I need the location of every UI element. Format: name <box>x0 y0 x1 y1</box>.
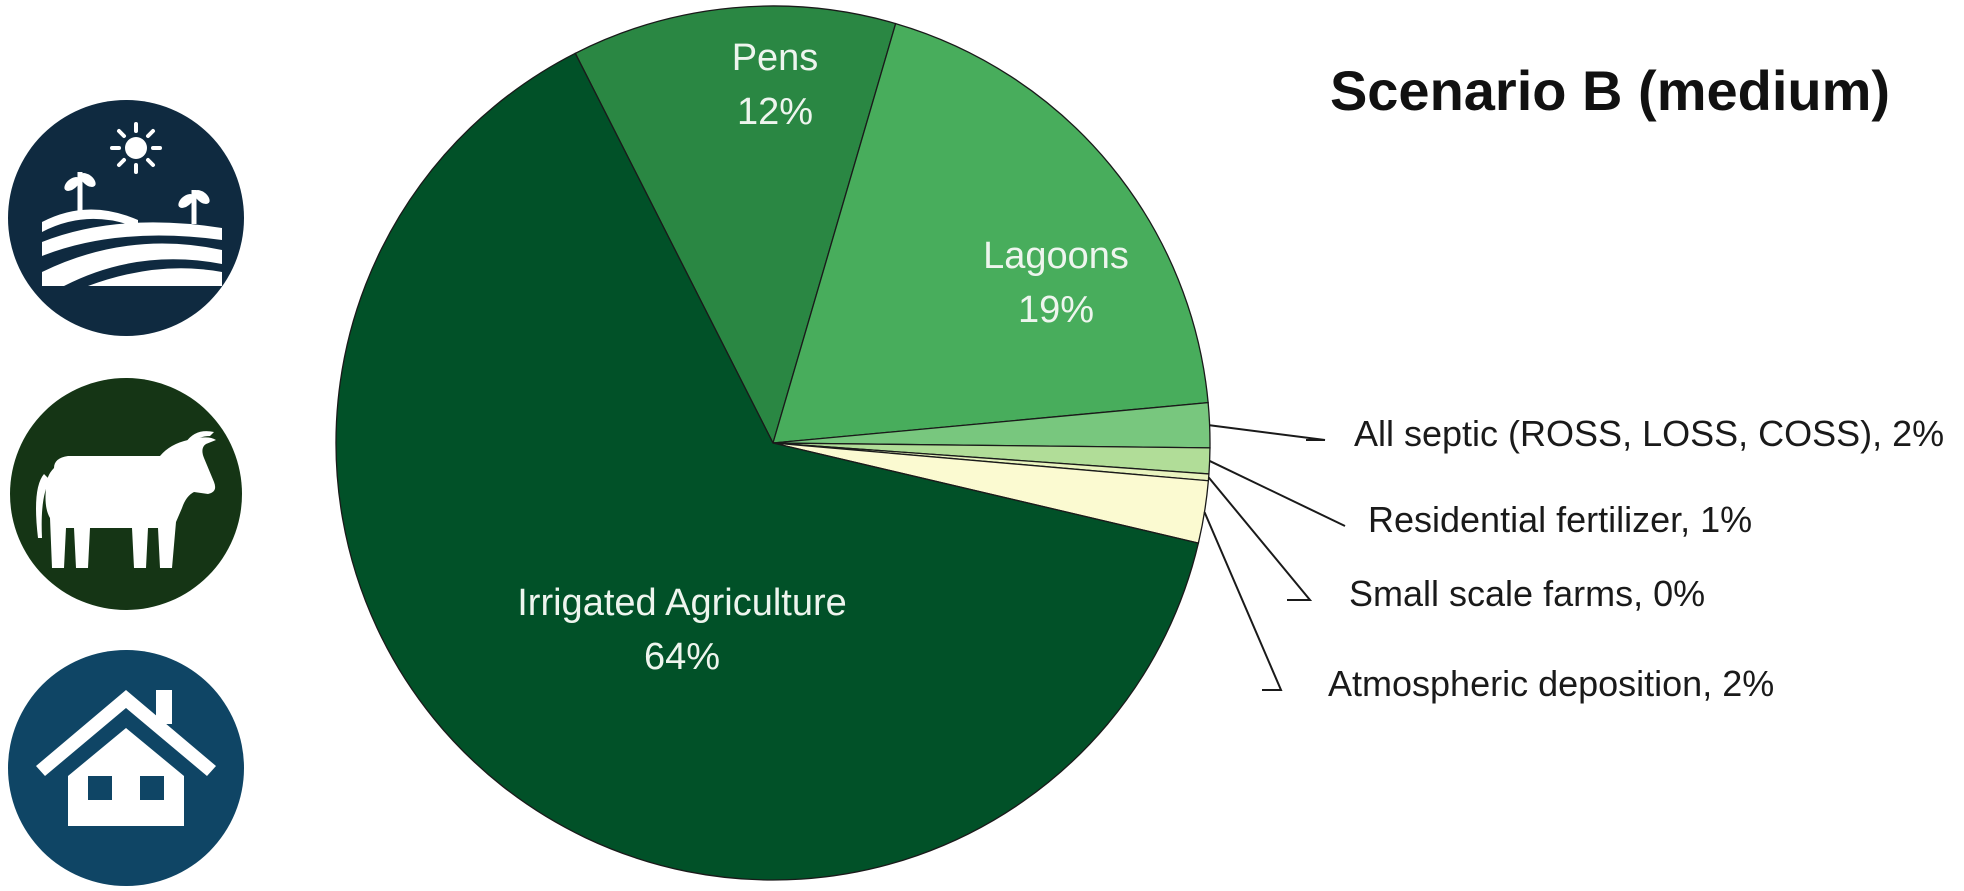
callout-label: Atmospheric deposition, 2% <box>1328 663 1774 704</box>
pie-slice <box>574 5 897 445</box>
callout-label: Residential fertilizer, 1% <box>1368 499 1752 540</box>
leader-line <box>1209 460 1346 527</box>
farmland-icon <box>8 100 244 341</box>
slice-percent-label: 12% <box>737 91 813 133</box>
slice-percent-label: 64% <box>644 636 720 678</box>
pie-slice <box>772 22 1209 444</box>
callout-label: All septic (ROSS, LOSS, COSS), 2% <box>1354 413 1944 454</box>
callout-label: Small scale farms, 0% <box>1349 573 1705 614</box>
chart-title: Scenario B (medium) <box>1330 59 1890 122</box>
slice-label: Lagoons <box>983 235 1129 277</box>
slice-label: Pens <box>732 37 819 79</box>
pie-slice <box>335 52 1200 881</box>
leader-line <box>1203 511 1283 691</box>
slice-percent-label: 19% <box>1018 289 1094 331</box>
leader-line <box>1209 424 1326 441</box>
house-icon <box>8 650 244 891</box>
leader-line <box>1207 476 1313 601</box>
slice-label: Irrigated Agriculture <box>517 582 847 624</box>
cattle-icon <box>10 378 242 615</box>
